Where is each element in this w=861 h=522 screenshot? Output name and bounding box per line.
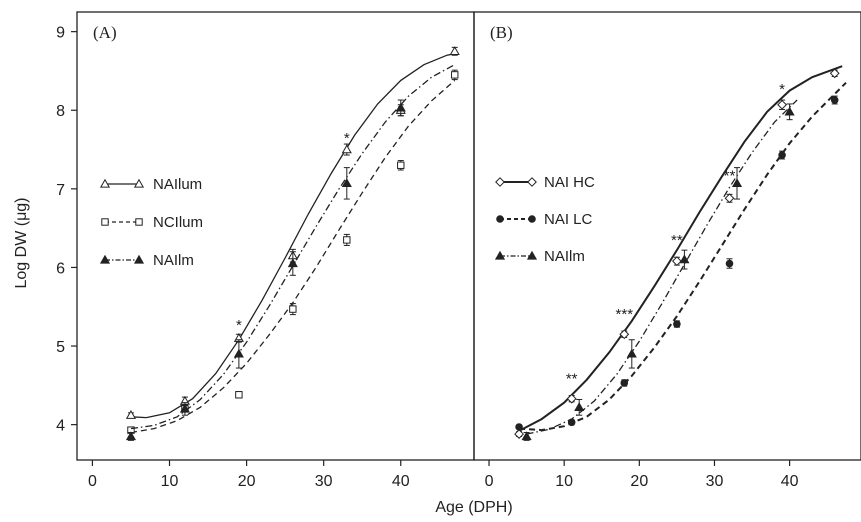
panel-b-series-nai-hc xyxy=(514,65,843,439)
y-tick-label: 6 xyxy=(56,260,65,277)
data-point xyxy=(343,236,351,244)
y-tick-label: 9 xyxy=(56,25,65,42)
panel-b-frame xyxy=(473,11,861,461)
y-tick-label: 5 xyxy=(56,339,65,356)
x-axis-title: Age (DPH) xyxy=(435,499,512,516)
significance-marker: ** xyxy=(724,168,736,185)
legend-marker xyxy=(526,250,538,260)
significance-marker: *** xyxy=(616,306,634,323)
data-point xyxy=(731,178,743,187)
fit-line xyxy=(130,53,455,419)
significance-marker: * xyxy=(344,130,350,147)
data-point xyxy=(289,305,297,313)
panel-b-series-nai-lc xyxy=(515,81,847,432)
panel-b-series-nailm xyxy=(521,99,798,441)
data-point xyxy=(566,393,577,404)
x-tick-label: 20 xyxy=(238,473,256,490)
y-axis-title: Log DW (μg) xyxy=(13,197,30,288)
data-point xyxy=(341,178,352,187)
legend-label: NCIlum xyxy=(153,214,203,231)
data-point xyxy=(777,99,788,110)
x-tick-label: 30 xyxy=(706,473,724,490)
legend-label: NAIlm xyxy=(153,252,194,269)
data-point xyxy=(287,258,298,268)
data-point xyxy=(233,348,244,358)
panel-a-series-nailum xyxy=(125,46,460,419)
data-point xyxy=(829,68,840,79)
legend-marker xyxy=(133,254,145,264)
data-point xyxy=(395,102,406,112)
panel-a: (A) 0 10 20 30 40 4 5 6 7 8 9 * * NAIlum NCIlum NAIlm xyxy=(56,11,475,490)
data-point xyxy=(514,429,524,439)
fit-line xyxy=(130,64,456,430)
panel-b-label: (B) xyxy=(490,23,513,42)
significance-marker: * xyxy=(779,81,785,98)
legend-marker xyxy=(135,218,143,226)
x-tick-label: 10 xyxy=(161,473,179,490)
legend-marker xyxy=(99,254,111,264)
legend-label: NAI HC xyxy=(544,174,595,191)
legend-marker xyxy=(496,215,504,223)
data-point xyxy=(235,391,243,399)
panel-a-label: (A) xyxy=(93,23,117,42)
panel-a-legend: NAIlum NCIlum NAIlm xyxy=(99,176,203,269)
data-point xyxy=(397,161,405,169)
panel-a-series-nailm xyxy=(125,64,456,441)
data-point xyxy=(179,403,190,413)
x-tick-label: 40 xyxy=(392,473,410,490)
data-point xyxy=(619,329,630,340)
data-point xyxy=(671,256,682,267)
legend-marker xyxy=(133,178,145,188)
legend-label: NAIlm xyxy=(544,248,585,265)
data-point xyxy=(521,431,532,441)
data-point xyxy=(830,96,839,104)
x-tick-label: 0 xyxy=(88,473,97,490)
legend-marker xyxy=(99,178,111,188)
legend-marker xyxy=(495,177,505,187)
data-point xyxy=(673,320,681,328)
data-point xyxy=(341,144,352,154)
x-tick-label: 20 xyxy=(630,473,648,490)
y-tick-label: 7 xyxy=(56,182,65,199)
x-tick-label: 0 xyxy=(485,473,494,490)
y-tick-label: 4 xyxy=(56,418,65,435)
data-point xyxy=(125,431,137,441)
legend-marker xyxy=(494,250,506,260)
data-point xyxy=(724,193,735,204)
significance-marker: * xyxy=(236,317,242,334)
legend-marker xyxy=(528,215,536,223)
x-tick-label: 10 xyxy=(555,473,573,490)
legend-label: NAIlum xyxy=(153,176,202,193)
legend-marker xyxy=(101,218,109,226)
legend-marker xyxy=(527,177,537,187)
data-point xyxy=(125,409,137,419)
legend-label: NAI LC xyxy=(544,211,593,228)
x-tick-label: 40 xyxy=(781,473,799,490)
y-tick-label: 8 xyxy=(56,103,65,120)
panel-a-frame xyxy=(76,11,475,461)
data-point xyxy=(620,379,629,387)
fit-line xyxy=(130,79,456,434)
data-point xyxy=(515,423,523,431)
data-point xyxy=(574,402,585,411)
data-point xyxy=(449,46,460,55)
fit-line xyxy=(526,99,798,435)
data-point xyxy=(626,348,637,358)
data-point xyxy=(725,259,734,268)
data-point xyxy=(451,71,459,79)
data-point xyxy=(778,151,786,159)
data-point xyxy=(784,106,795,116)
panel-b-legend: NAI HC NAI LC NAIlm xyxy=(494,174,595,265)
data-point xyxy=(679,254,690,264)
x-tick-label: 30 xyxy=(315,473,333,490)
significance-marker: ** xyxy=(671,232,683,249)
significance-marker: ** xyxy=(566,370,578,387)
